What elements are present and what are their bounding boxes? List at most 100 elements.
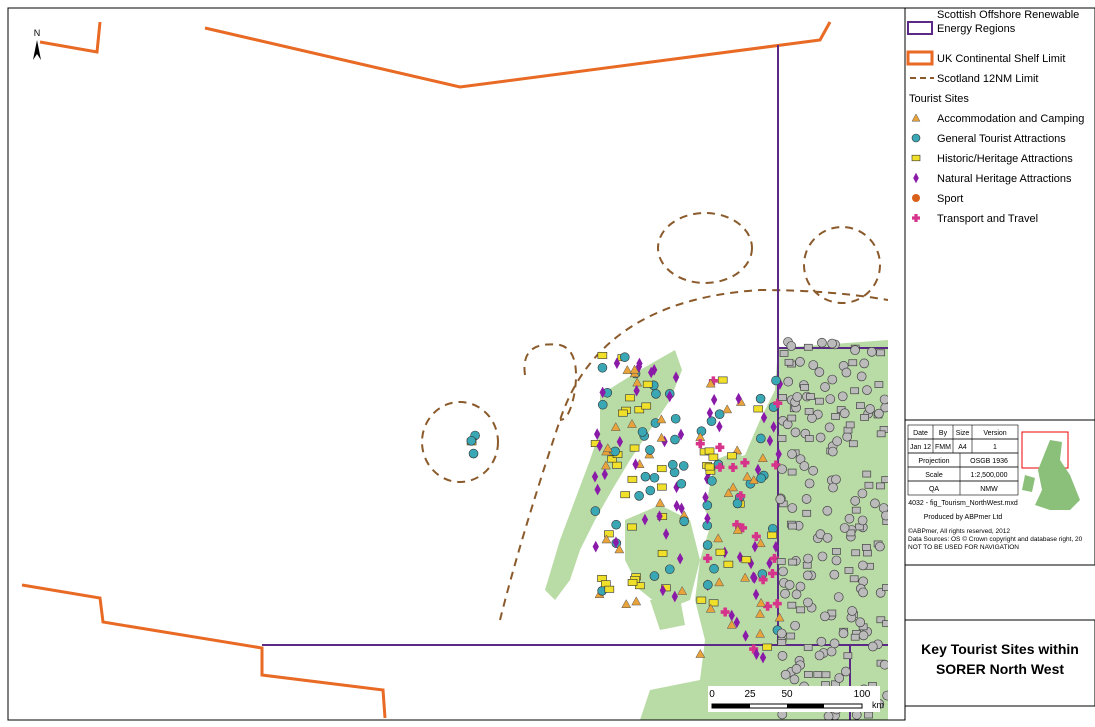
symbol — [755, 608, 765, 618]
symbol — [876, 349, 885, 357]
symbol — [758, 575, 768, 585]
symbol — [776, 558, 786, 565]
symbol — [802, 509, 812, 517]
symbol — [767, 531, 777, 539]
symbol — [788, 558, 798, 566]
symbol — [642, 380, 653, 388]
table-cell: Jan 12 — [910, 444, 931, 451]
symbol — [709, 563, 719, 574]
symbol — [784, 580, 795, 590]
symbol — [841, 666, 851, 677]
symbol — [822, 505, 833, 516]
symbol — [763, 601, 773, 611]
nm-limit — [523, 343, 577, 421]
table-cell: Size — [956, 430, 970, 437]
symbol — [703, 580, 713, 590]
table-cell: 1 — [993, 444, 997, 451]
symbol — [786, 632, 796, 640]
symbol — [613, 357, 621, 370]
symbol — [751, 531, 761, 541]
symbol — [723, 488, 734, 497]
symbol — [823, 711, 834, 720]
legend-label: Scotland 12NM Limit — [937, 73, 1039, 85]
legend: Scottish Offshore Renewable Energy Regio… — [904, 7, 1095, 421]
symbol — [860, 414, 869, 421]
symbol — [866, 346, 877, 357]
symbol — [824, 422, 835, 433]
symbol — [740, 572, 751, 582]
symbol — [755, 628, 766, 638]
symbol — [670, 434, 680, 445]
symbol — [752, 588, 760, 601]
symbol — [832, 436, 843, 447]
symbol — [716, 420, 723, 433]
symbol — [844, 513, 855, 524]
symbol — [862, 470, 872, 478]
scale-label: 50 — [781, 689, 793, 700]
symbol — [882, 690, 888, 701]
symbol — [875, 541, 885, 552]
symbol — [634, 406, 645, 414]
symbol — [863, 549, 872, 557]
legend-label: Sport — [937, 193, 963, 205]
symbol — [677, 585, 688, 595]
symbol — [634, 491, 644, 501]
symbol — [881, 476, 888, 483]
scale-label: 100 — [854, 689, 871, 700]
symbol — [770, 421, 777, 433]
scale-label: 25 — [744, 689, 756, 700]
symbol — [753, 405, 764, 413]
symbol — [732, 524, 743, 534]
map: N 0 25 50 100 km — [21, 21, 888, 720]
symbol — [592, 540, 599, 553]
symbol — [714, 409, 725, 419]
symbol — [776, 628, 787, 639]
symbol — [641, 402, 652, 410]
symbol — [662, 528, 670, 540]
symbol — [844, 567, 854, 574]
symbol — [803, 597, 813, 608]
table-cell: 1:2,500,000 — [971, 472, 1008, 479]
symbol — [664, 564, 675, 575]
symbol — [790, 620, 800, 631]
symbol — [705, 378, 716, 388]
symbol — [756, 597, 766, 607]
symbol — [695, 648, 706, 658]
symbol — [803, 343, 813, 351]
symbol — [657, 549, 668, 557]
symbol — [837, 391, 848, 402]
symbol — [820, 382, 830, 392]
table-cell: By — [939, 430, 948, 437]
legend-label: Natural Heritage Attractions — [937, 173, 1072, 185]
island — [545, 350, 682, 600]
symbol — [850, 633, 860, 641]
symbol — [703, 553, 713, 563]
symbol — [829, 638, 840, 649]
symbol — [862, 385, 872, 395]
symbol — [678, 461, 689, 471]
symbol — [787, 601, 797, 609]
symbol — [649, 472, 660, 483]
symbol — [757, 453, 768, 462]
symbol — [791, 589, 802, 600]
note: ©ABPmer, All rights reserved, 2012 — [908, 527, 1010, 535]
symbol — [831, 555, 842, 566]
tourist-sites — [466, 337, 888, 720]
symbol — [756, 473, 766, 484]
symbol — [620, 491, 631, 499]
legend-label: General Tourist Attractions — [937, 133, 1066, 145]
symbol — [795, 581, 806, 592]
symbol — [594, 483, 601, 496]
symbol — [612, 461, 622, 469]
symbol — [846, 529, 856, 537]
symbol — [827, 374, 838, 385]
symbol — [803, 553, 813, 564]
legend-label: Scottish Offshore Renewable — [937, 9, 1079, 21]
symbol — [795, 356, 805, 367]
note: NOT TO BE USED FOR NAVIGATION — [908, 544, 1019, 551]
symbol — [833, 592, 844, 602]
symbol — [597, 352, 608, 359]
symbol — [857, 488, 868, 499]
symbol — [622, 365, 633, 374]
symbol — [780, 669, 791, 680]
